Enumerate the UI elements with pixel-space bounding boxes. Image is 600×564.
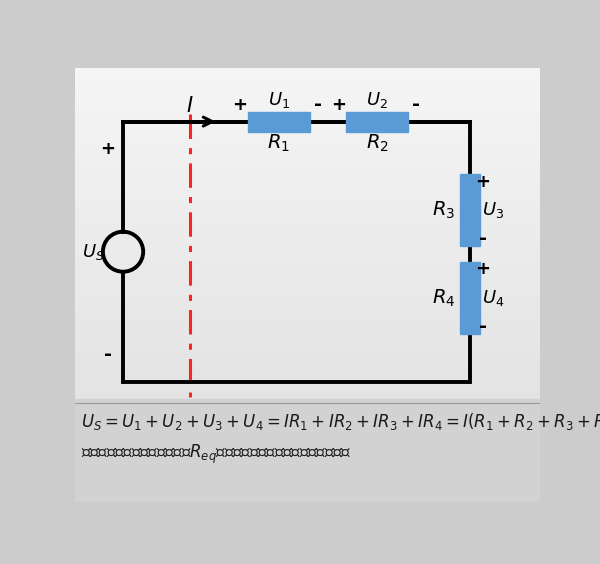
Text: $I$: $I$ bbox=[185, 96, 193, 116]
Bar bbox=[75, 343, 540, 349]
Bar bbox=[75, 211, 540, 217]
Bar bbox=[460, 174, 481, 246]
Bar bbox=[75, 288, 540, 294]
Bar bbox=[75, 387, 540, 393]
Bar bbox=[75, 183, 540, 189]
Bar bbox=[248, 112, 310, 131]
Text: $R_1$: $R_1$ bbox=[268, 133, 290, 154]
Bar bbox=[75, 112, 540, 117]
Bar bbox=[75, 266, 540, 272]
Bar bbox=[75, 371, 540, 377]
Bar bbox=[75, 151, 540, 156]
Text: +: + bbox=[233, 96, 248, 113]
Bar bbox=[75, 217, 540, 222]
Bar bbox=[75, 321, 540, 327]
Text: $U_S=U_1+U_2+U_3+U_4=IR_1+IR_2+IR_3+IR_4=I(R_1+R_2+R_3+R_4)=IR_{eq}$: $U_S=U_1+U_2+U_3+U_4=IR_1+IR_2+IR_3+IR_4… bbox=[81, 411, 600, 435]
Text: -: - bbox=[479, 317, 487, 336]
Bar bbox=[75, 239, 540, 244]
Text: -: - bbox=[412, 95, 420, 114]
Bar bbox=[75, 200, 540, 206]
Bar bbox=[460, 262, 481, 334]
Bar bbox=[75, 349, 540, 355]
Bar bbox=[75, 139, 540, 145]
Text: -: - bbox=[479, 229, 487, 248]
Bar bbox=[75, 261, 540, 266]
Bar bbox=[75, 84, 540, 90]
Text: +: + bbox=[331, 96, 346, 113]
Bar bbox=[75, 299, 540, 305]
Bar bbox=[75, 316, 540, 321]
Bar bbox=[75, 250, 540, 255]
Bar bbox=[75, 145, 540, 151]
Bar bbox=[75, 106, 540, 112]
Bar bbox=[75, 173, 540, 178]
Text: +: + bbox=[475, 261, 490, 279]
Bar bbox=[75, 377, 540, 382]
Bar bbox=[75, 233, 540, 239]
Text: $R_2$: $R_2$ bbox=[366, 133, 389, 154]
Bar bbox=[75, 365, 540, 371]
Bar bbox=[75, 222, 540, 228]
Text: $U_2$: $U_2$ bbox=[366, 90, 388, 110]
Bar bbox=[75, 272, 540, 277]
Bar bbox=[75, 294, 540, 299]
Bar bbox=[75, 129, 540, 134]
Bar bbox=[346, 112, 408, 131]
Bar bbox=[75, 355, 540, 360]
Text: +: + bbox=[475, 173, 490, 191]
Text: 即：电阻串联时，其等效电阻$R_{eq}$阻值等于各个串接电阻的阻值之和。: 即：电阻串联时，其等效电阻$R_{eq}$阻值等于各个串接电阻的阻值之和。 bbox=[81, 443, 352, 466]
Bar bbox=[75, 73, 540, 79]
Bar bbox=[75, 95, 540, 101]
Bar bbox=[75, 360, 540, 365]
Bar bbox=[75, 399, 540, 502]
Bar bbox=[75, 244, 540, 250]
Bar bbox=[75, 195, 540, 200]
Bar bbox=[75, 277, 540, 283]
Bar bbox=[75, 305, 540, 311]
Bar bbox=[75, 255, 540, 261]
Bar bbox=[75, 382, 540, 387]
Bar bbox=[75, 117, 540, 123]
Bar bbox=[75, 134, 540, 139]
Bar bbox=[75, 327, 540, 333]
Bar bbox=[75, 206, 540, 211]
Text: $R_4$: $R_4$ bbox=[432, 287, 455, 309]
Text: +: + bbox=[100, 139, 115, 157]
Bar bbox=[75, 79, 540, 84]
Bar bbox=[75, 178, 540, 183]
Bar bbox=[75, 189, 540, 195]
Bar bbox=[75, 68, 540, 73]
Bar bbox=[75, 90, 540, 95]
Bar bbox=[75, 123, 540, 129]
Text: $U_3$: $U_3$ bbox=[482, 200, 505, 220]
Bar bbox=[75, 311, 540, 316]
Bar bbox=[75, 393, 540, 399]
Text: -: - bbox=[104, 345, 112, 364]
Text: $U_4$: $U_4$ bbox=[482, 288, 505, 308]
Text: -: - bbox=[314, 95, 322, 114]
Bar bbox=[75, 228, 540, 233]
Bar bbox=[75, 167, 540, 173]
Bar bbox=[75, 156, 540, 161]
Bar bbox=[75, 338, 540, 343]
Bar bbox=[75, 161, 540, 167]
Text: $U_1$: $U_1$ bbox=[268, 90, 290, 110]
Bar bbox=[75, 333, 540, 338]
Text: $R_3$: $R_3$ bbox=[433, 200, 455, 221]
Bar bbox=[75, 101, 540, 106]
Text: $U_S$: $U_S$ bbox=[82, 242, 105, 262]
Bar bbox=[75, 283, 540, 288]
